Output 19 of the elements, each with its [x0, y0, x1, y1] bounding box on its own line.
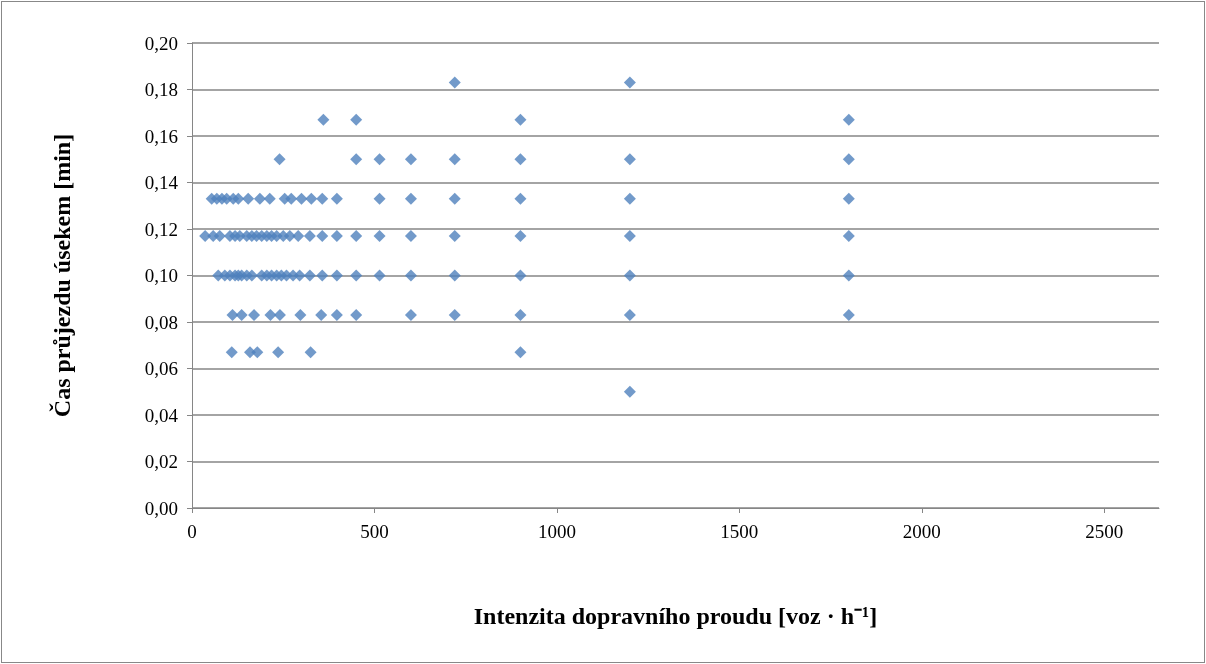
y-tick-label: 0,10: [144, 265, 178, 286]
x-tick-label: 1500: [720, 521, 759, 542]
y-tick-label: 0,16: [144, 125, 178, 147]
y-tick-label: 0,06: [144, 358, 178, 379]
y-tick-label: 0,02: [144, 451, 178, 472]
y-tick-label: 0,04: [144, 404, 179, 426]
y-tick-label: 0,12: [144, 218, 178, 240]
y-tick-label: 0,18: [144, 79, 178, 100]
y-tick-label: 0,00: [144, 497, 178, 519]
y-axis-title: Čas průjezdu úsekem [min]: [49, 133, 75, 418]
x-tick-label: 2500: [1085, 521, 1124, 542]
x-tick-label: 1000: [537, 521, 576, 542]
y-tick-label: 0,20: [144, 32, 178, 54]
x-axis-title: Intenzita dopravního proudu [voz · h⁻¹]: [473, 603, 878, 629]
y-tick-label: 0,14: [144, 172, 179, 193]
x-tick-label: 500: [360, 521, 389, 542]
x-tick-label: 2000: [902, 521, 941, 542]
x-tick-label: 0: [187, 521, 197, 542]
y-tick-label: 0,08: [144, 311, 178, 333]
